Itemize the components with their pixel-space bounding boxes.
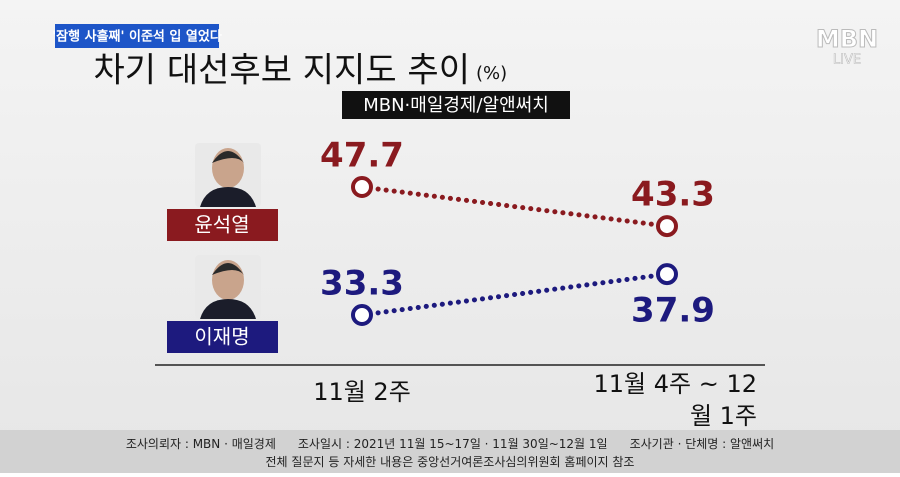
header-tag: '잠행 사흘째' 이준석 입 열었다	[52, 29, 222, 45]
value-label: 33.3	[320, 264, 404, 304]
legend-label: 윤석열	[194, 213, 249, 237]
subtitle-box	[342, 91, 570, 119]
logo: MBN	[816, 25, 878, 53]
footer-item: 조사의뢰자 : MBN · 매일경제	[126, 437, 276, 451]
photo-body	[200, 299, 256, 319]
footer-item: 조사일시 : 2021년 11월 15~17일 · 11월 30일~12월 1일	[298, 437, 608, 451]
footer-item: 전체 질문지 등 자세한 내용은 중앙선거여론조사심의위원회 홈페이지 참조	[266, 455, 635, 469]
unit-label: (%)	[476, 63, 507, 84]
x-tick-label-box: 11월 4주 ~ 12월 1주	[593, 370, 757, 430]
value-label: 47.7	[320, 136, 404, 176]
legend-photo	[195, 143, 261, 207]
value-label: 43.3	[631, 175, 715, 215]
x-tick-label: 11월 4주 ~ 12월 1주	[593, 370, 757, 430]
legend-photo	[195, 255, 261, 319]
photo-hair	[212, 263, 244, 275]
point	[351, 176, 373, 198]
footer-line: 조사의뢰자 : MBN · 매일경제 조사일시 : 2021년 11월 15~17…	[126, 437, 774, 451]
series-line	[359, 271, 670, 318]
logo-sub: LIVE	[833, 53, 861, 68]
footer-item: 조사기관 · 단체명 : 알앤써치	[630, 437, 775, 451]
series-line	[359, 184, 670, 229]
point	[656, 263, 678, 286]
legend-box	[167, 209, 278, 241]
point	[351, 304, 373, 326]
photo-hair	[212, 151, 244, 163]
header-tag-box	[55, 24, 219, 48]
footer-line: 전체 질문지 등 자세한 내용은 중앙선거여론조사심의위원회 홈페이지 참조	[266, 455, 635, 469]
x-tick-label: 11월 2주	[313, 378, 411, 406]
legend-label: 이재명	[194, 325, 249, 349]
x-tick-label-box: 11월 2주	[313, 378, 411, 406]
value-label: 37.9	[631, 291, 715, 331]
chart-title: 차기 대선후보 지지도 추이	[93, 51, 470, 91]
point	[656, 215, 678, 238]
footer-band	[0, 430, 900, 473]
photo-body	[200, 187, 256, 207]
subtitle: MBN·매일경제/알앤써치	[363, 95, 549, 116]
legend-box	[167, 321, 278, 353]
